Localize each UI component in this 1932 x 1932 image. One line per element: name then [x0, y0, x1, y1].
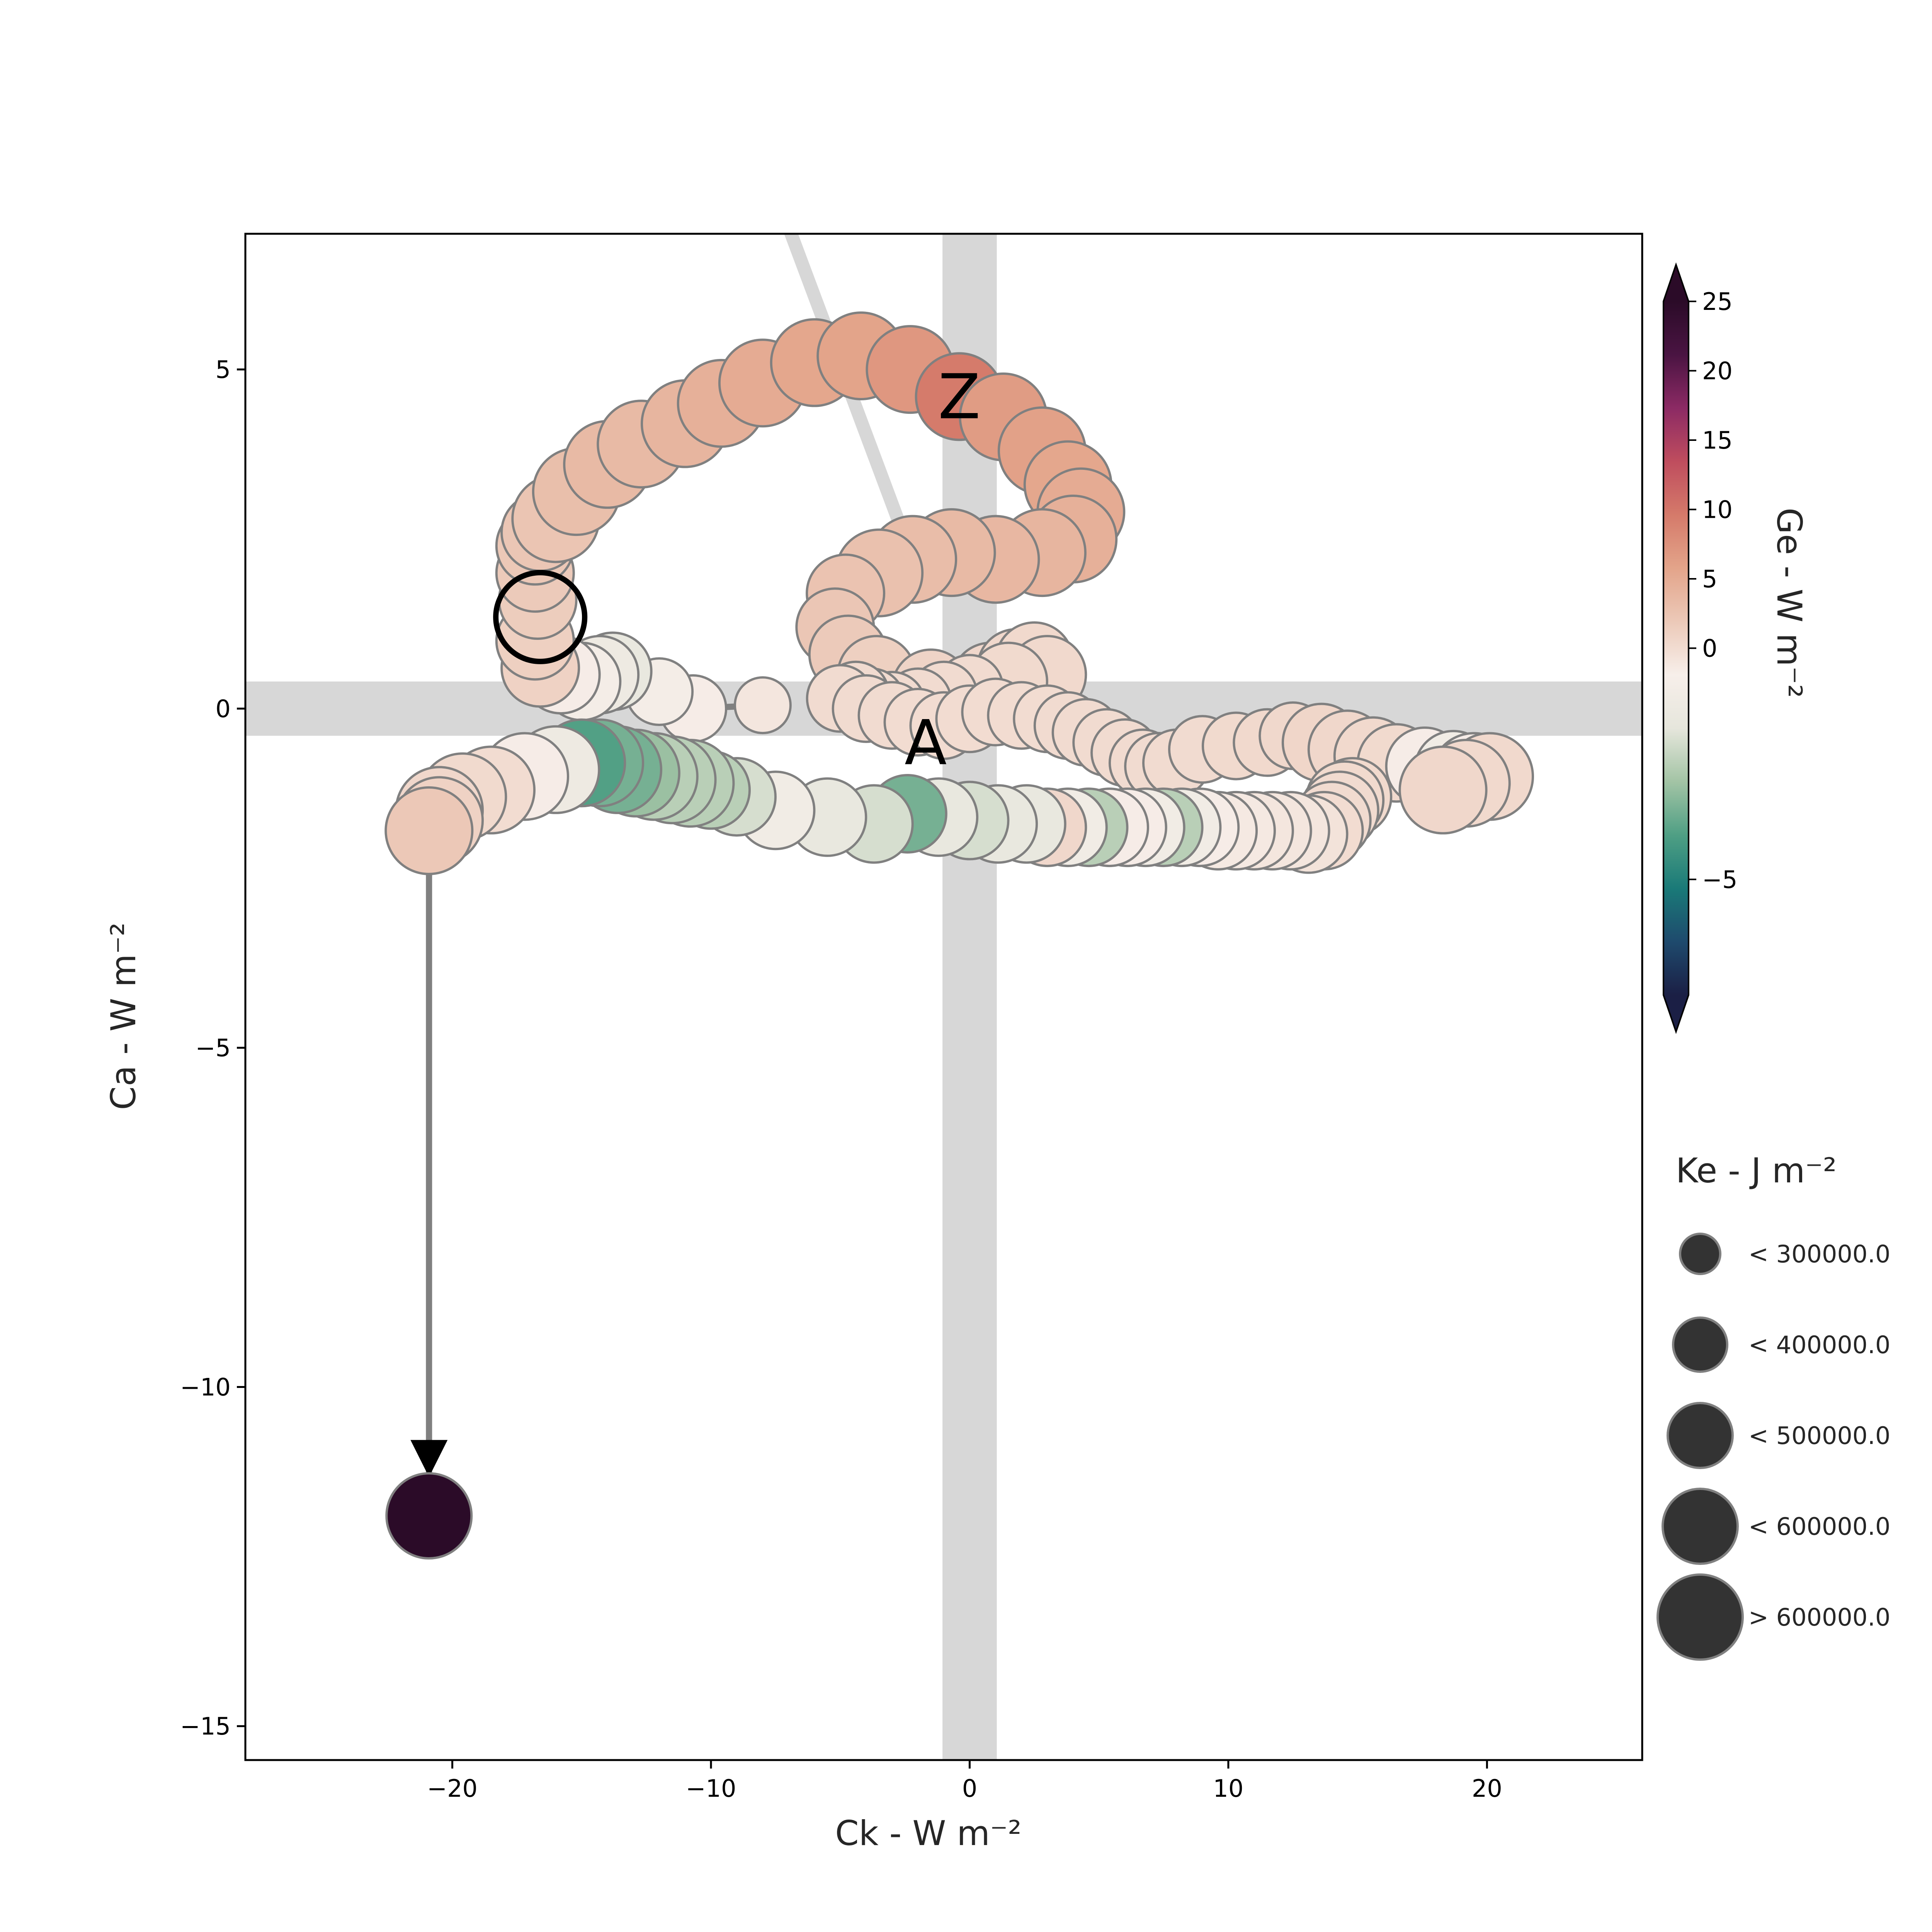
colorbar-label: Ge - W m⁻²	[1769, 508, 1809, 698]
y-tick-label: −15	[180, 1712, 231, 1740]
y-tick-label: 0	[216, 695, 231, 723]
size-legend-label: < 400000.0	[1748, 1331, 1891, 1359]
size-legend-label: < 500000.0	[1748, 1422, 1891, 1450]
colorbar-extend-min	[1663, 995, 1689, 1032]
colorbar-tick-label: 25	[1702, 287, 1733, 316]
y-tick-label: 5	[216, 355, 231, 384]
vertical-zero-band	[942, 234, 997, 1760]
colorbar-tick-label: 0	[1702, 634, 1717, 663]
plot-area: AZ	[244, 233, 1643, 1761]
data-point	[733, 676, 792, 735]
colorbar-tick-label: 20	[1702, 357, 1733, 385]
size-legend-label: < 300000.0	[1748, 1240, 1891, 1268]
point-label: A	[905, 707, 947, 779]
size-legend-marker	[1679, 1233, 1721, 1275]
y-tick-label: −5	[196, 1034, 231, 1062]
point-labels: AZ	[905, 361, 981, 779]
x-tick-label: −10	[686, 1774, 736, 1803]
x-tick-label: 20	[1472, 1774, 1502, 1803]
y-tick-label: −10	[180, 1373, 231, 1401]
x-tick-label: −20	[427, 1774, 478, 1803]
data-point	[1398, 745, 1488, 835]
colorbar-gradient	[1663, 301, 1689, 995]
size-legend-title: Ke - J m⁻²	[1676, 1151, 1837, 1190]
x-tick-label: 10	[1213, 1774, 1243, 1803]
colorbar-tick-label: 10	[1702, 496, 1733, 524]
data-points	[384, 311, 1534, 1560]
y-axis-ticks: −15 −10 −5 0 5	[180, 355, 245, 1740]
size-legend-marker	[1656, 1573, 1744, 1661]
end-point	[385, 1472, 473, 1560]
colorbar-tick-label: −5	[1702, 866, 1737, 894]
data-point	[384, 786, 474, 875]
size-legend: Ke - J m⁻² < 300000.0 < 400000.0 < 500000.…	[1656, 1151, 1891, 1661]
colorbar-extend-max	[1663, 265, 1689, 301]
colorbar: −5 0 5 10 15 20 25	[1663, 262, 1737, 1034]
size-legend-label: < 600000.0	[1748, 1512, 1891, 1541]
colorbar-outline	[1663, 262, 1689, 1034]
size-legend-marker	[1662, 1488, 1739, 1565]
start-point-ring	[493, 570, 588, 664]
size-legend-marker	[1672, 1316, 1728, 1373]
y-axis-label: Ca - W m⁻²	[104, 922, 143, 1110]
x-axis-label: Ck - W m⁻²	[835, 1813, 1022, 1853]
colorbar-tick-label: 5	[1702, 565, 1717, 593]
plot-frame	[244, 233, 1643, 1761]
size-legend-marker	[1667, 1402, 1734, 1469]
size-legend-label: > 600000.0	[1748, 1603, 1891, 1631]
colorbar-tick-label: 15	[1702, 426, 1733, 454]
x-axis-ticks: −20 −10 0 10 20	[427, 1760, 1502, 1803]
point-label: Z	[938, 361, 981, 433]
x-tick-label: 0	[962, 1774, 977, 1803]
